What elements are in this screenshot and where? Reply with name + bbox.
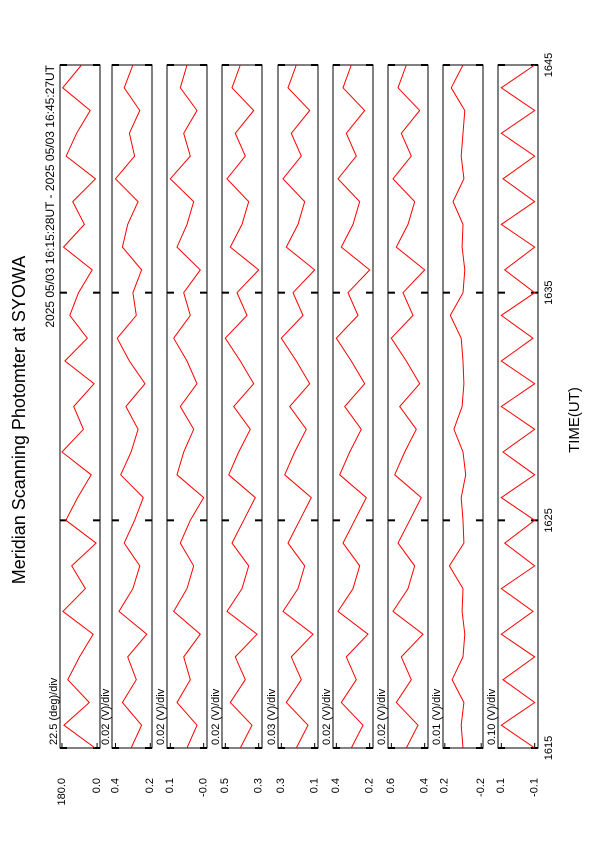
y-tick-label: 0.4: [419, 778, 431, 793]
data-line: [61, 64, 97, 749]
data-line: [390, 64, 426, 749]
y-tick-label: 0.2: [364, 778, 376, 793]
panel-frame: [166, 64, 208, 749]
y-tick-label: 0.1: [164, 778, 176, 793]
panel-frame: [387, 64, 429, 749]
panel-scale-label: 0.10 (V)/div: [486, 688, 498, 745]
data-line: [280, 64, 316, 749]
y-tick-label: 180.0: [56, 778, 68, 806]
panel-scale-label: 0.02 (V)/div: [155, 688, 167, 745]
data-line: [335, 64, 371, 749]
x-tick-label: 1645: [543, 53, 555, 77]
data-line: [224, 64, 260, 749]
x-tick-label: 1635: [543, 280, 555, 304]
y-tick-label: 0.4: [330, 778, 342, 793]
y-tick-label: -0.0: [198, 778, 210, 797]
y-tick-label: 0.2: [144, 778, 156, 793]
data-line: [500, 64, 536, 749]
panel-scale-label: 0.02 (V)/div: [210, 688, 222, 745]
y-tick-label: 0.4: [109, 778, 121, 793]
panel-scale-label: 0.02 (V)/div: [321, 688, 333, 745]
y-tick-label: 0.6: [385, 778, 397, 793]
y-tick-label: 0.1: [309, 778, 321, 793]
data-line: [114, 64, 148, 749]
panel-frame: [59, 64, 101, 749]
x-axis-label: TIME(UT): [566, 387, 583, 453]
panel-scale-label: 0.02 (V)/div: [100, 688, 112, 745]
panel-scale-label: 0.03 (V)/div: [266, 688, 278, 745]
panel-frame: [332, 64, 374, 749]
y-tick-label: 0.3: [253, 778, 265, 793]
panel-frame: [497, 64, 539, 749]
chart-title: Meridian Scanning Photomter at SYOWA: [9, 256, 29, 584]
y-tick-label: 0.3: [275, 778, 287, 793]
x-tick-label: 1615: [543, 736, 555, 760]
chart-subtitle: 2025 05/03 16:15:28UT - 2025 05/03 16:45…: [43, 64, 57, 327]
panel-frame: [111, 64, 153, 749]
panel-frame: [221, 64, 263, 749]
y-tick-label: 0.2: [439, 778, 451, 793]
panel-scale-label: 0.02 (V)/div: [376, 688, 388, 745]
rotated-figure: Meridian Scanning Photomter at SYOWA 202…: [9, 53, 583, 806]
y-tick-label: -0.2: [475, 778, 487, 797]
data-line: [169, 64, 205, 749]
panel-scale-label: 0.01 (V)/div: [431, 688, 443, 745]
y-tick-label: 0.5: [219, 778, 231, 793]
panel-scale-label: 22.5 (deg)/div: [48, 677, 60, 745]
y-tick-label: -0.1: [529, 778, 541, 797]
y-tick-label: 0.1: [495, 778, 507, 793]
x-tick-label: 1625: [543, 508, 555, 532]
data-line: [448, 64, 467, 749]
panel-frame: [277, 64, 319, 749]
y-tick-label: 0.0: [91, 778, 103, 793]
